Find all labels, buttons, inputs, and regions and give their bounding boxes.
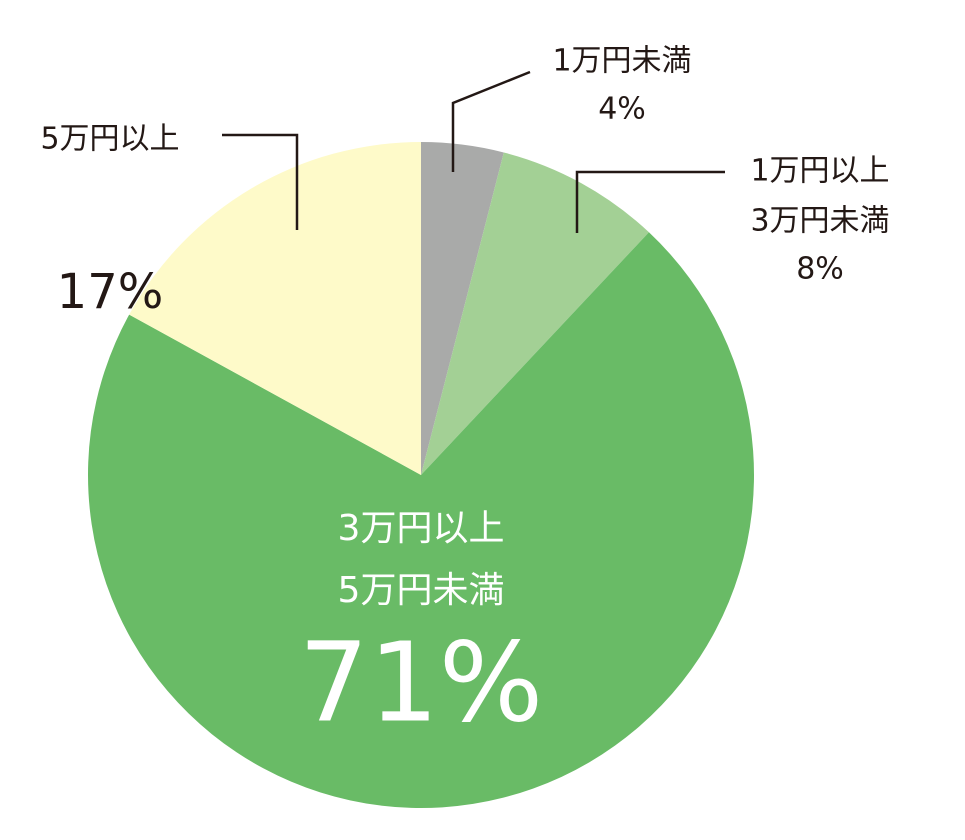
leader-line <box>451 70 531 172</box>
slice-label: 3万円以上 <box>338 508 505 549</box>
leader-lines <box>222 70 725 233</box>
value-label: 71% <box>299 618 544 746</box>
value-label: 8% <box>796 252 844 287</box>
leader-line <box>222 133 299 230</box>
value-label: 17% <box>57 264 164 320</box>
pie-slice <box>88 232 754 809</box>
pie-slice <box>421 142 504 475</box>
slice-label: 5万円以上 <box>40 122 179 157</box>
slice-label: 3万円未満 <box>750 204 889 239</box>
leader-line <box>575 170 725 233</box>
slice-label: 1万円未満 <box>552 44 691 79</box>
slice-label: 5万円未満 <box>338 570 505 611</box>
pie-slice <box>421 152 649 476</box>
labels: 1万円未満 4% 1万円以上 3万円未満 8% 3万円以上 5万円未満 71% 5万円以上 17% <box>40 44 889 747</box>
pie-slice <box>129 142 421 475</box>
slice-label: 1万円以上 <box>750 154 889 189</box>
value-label: 4% <box>598 92 646 127</box>
slices <box>88 142 754 809</box>
